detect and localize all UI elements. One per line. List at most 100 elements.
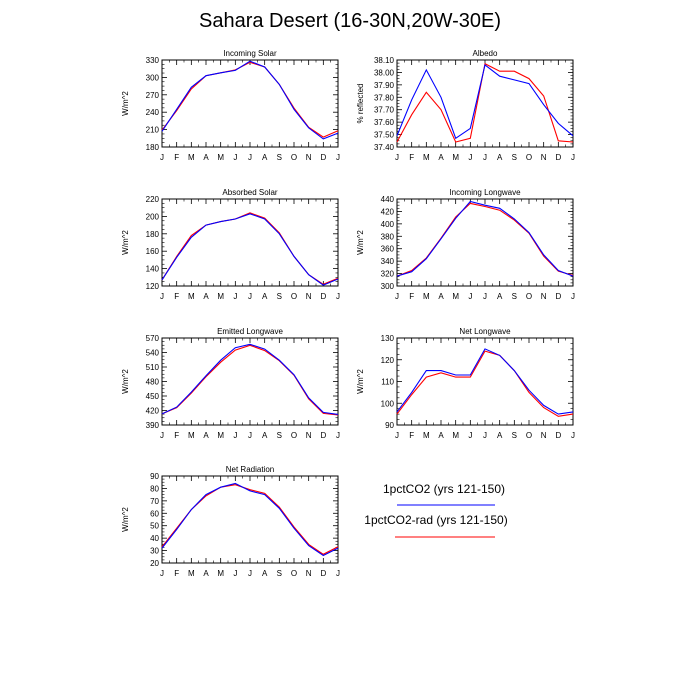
y-tick-label: 120 <box>146 282 160 291</box>
series-line-1 <box>396 64 574 140</box>
series-line-2 <box>396 350 574 417</box>
y-tick-label: 390 <box>146 421 160 430</box>
y-tick-label: 130 <box>381 334 395 343</box>
series-line-2 <box>161 61 339 138</box>
y-tick-label: 90 <box>385 421 394 430</box>
x-tick-label: O <box>526 153 532 162</box>
y-tick-label: 37.90 <box>374 81 395 90</box>
x-tick-label: M <box>217 569 224 578</box>
x-tick-label: J <box>160 569 164 578</box>
y-axis-label: W/m^2 <box>356 230 365 255</box>
y-tick-label: 440 <box>381 195 395 204</box>
y-tick-label: 200 <box>146 212 160 221</box>
x-tick-label: F <box>174 569 179 578</box>
y-tick-label: 120 <box>381 356 395 365</box>
y-tick-label: 570 <box>146 334 160 343</box>
x-tick-label: A <box>438 292 444 301</box>
legend-label-2: 1pctCO2-rad (yrs 121-150) <box>364 513 507 527</box>
x-tick-label: D <box>320 153 326 162</box>
y-tick-label: 90 <box>150 472 159 481</box>
x-tick-label: O <box>526 292 532 301</box>
x-tick-label: S <box>512 292 517 301</box>
y-tick-label: 510 <box>146 363 160 372</box>
x-tick-label: N <box>541 292 547 301</box>
y-tick-label: 38.00 <box>374 68 395 77</box>
x-tick-label: O <box>526 431 532 440</box>
y-tick-label: 110 <box>381 378 394 387</box>
x-tick-label: A <box>262 292 268 301</box>
y-axis-label: W/m^2 <box>121 230 130 255</box>
x-tick-label: J <box>160 292 164 301</box>
x-tick-label: M <box>423 431 430 440</box>
x-tick-label: S <box>277 292 282 301</box>
y-tick-label: 37.60 <box>374 118 395 127</box>
x-tick-label: J <box>233 153 237 162</box>
y-tick-label: 37.40 <box>374 143 395 152</box>
x-tick-label: J <box>336 292 340 301</box>
x-tick-label: O <box>291 569 297 578</box>
x-tick-label: N <box>306 431 312 440</box>
y-tick-label: 37.70 <box>374 106 395 115</box>
x-tick-label: J <box>336 569 340 578</box>
series-line-1 <box>161 343 339 415</box>
x-tick-label: M <box>188 292 195 301</box>
y-tick-label: 210 <box>146 126 160 135</box>
x-tick-label: A <box>497 431 503 440</box>
series-line-2 <box>396 62 574 143</box>
y-axis-label: % reflected <box>356 83 365 123</box>
y-tick-label: 100 <box>381 399 395 408</box>
x-tick-label: J <box>248 153 252 162</box>
y-tick-label: 380 <box>381 232 395 241</box>
x-tick-label: O <box>291 153 297 162</box>
x-tick-label: A <box>203 292 209 301</box>
plot-frame <box>161 337 339 426</box>
chart-title: Albedo <box>473 49 498 58</box>
x-tick-label: J <box>336 153 340 162</box>
x-tick-label: M <box>423 292 430 301</box>
y-tick-label: 300 <box>146 73 160 82</box>
x-tick-label: D <box>320 569 326 578</box>
x-tick-label: S <box>512 431 517 440</box>
x-tick-label: N <box>306 292 312 301</box>
x-tick-label: A <box>262 569 268 578</box>
x-tick-label: M <box>452 153 459 162</box>
y-tick-label: 340 <box>381 257 395 266</box>
x-tick-label: A <box>203 431 209 440</box>
y-tick-label: 37.80 <box>374 93 395 102</box>
x-tick-label: J <box>160 431 164 440</box>
x-tick-label: J <box>395 292 399 301</box>
x-tick-label: S <box>512 153 517 162</box>
x-tick-label: J <box>571 153 575 162</box>
y-tick-label: 140 <box>146 265 160 274</box>
y-tick-label: 220 <box>146 195 160 204</box>
x-tick-label: O <box>291 292 297 301</box>
chart-title: Net Radiation <box>226 465 274 474</box>
x-tick-label: J <box>571 431 575 440</box>
x-tick-label: F <box>409 431 414 440</box>
y-tick-label: 540 <box>146 349 160 358</box>
plot-frame <box>161 475 339 564</box>
x-tick-label: F <box>174 292 179 301</box>
x-tick-label: A <box>438 431 444 440</box>
x-tick-label: J <box>468 431 472 440</box>
series-line-2 <box>161 344 339 416</box>
x-tick-label: A <box>262 431 268 440</box>
x-tick-label: D <box>320 431 326 440</box>
x-tick-label: F <box>409 153 414 162</box>
chart-title: Emitted Longwave <box>217 327 283 336</box>
y-tick-label: 40 <box>150 534 159 543</box>
y-tick-label: 38.10 <box>374 56 395 65</box>
y-tick-label: 240 <box>146 108 160 117</box>
x-tick-label: A <box>203 569 209 578</box>
x-tick-label: J <box>395 431 399 440</box>
x-tick-label: J <box>233 569 237 578</box>
y-tick-label: 420 <box>381 207 395 216</box>
x-tick-label: J <box>248 292 252 301</box>
x-tick-label: N <box>306 153 312 162</box>
x-tick-label: J <box>483 431 487 440</box>
